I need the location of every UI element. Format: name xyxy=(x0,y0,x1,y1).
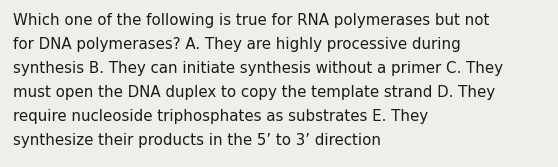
Text: Which one of the following is true for RNA polymerases but not: Which one of the following is true for R… xyxy=(13,13,489,28)
Text: synthesis B. They can initiate synthesis without a primer C. They: synthesis B. They can initiate synthesis… xyxy=(13,61,503,76)
Text: synthesize their products in the 5’ to 3’ direction: synthesize their products in the 5’ to 3… xyxy=(13,133,381,148)
Text: require nucleoside triphosphates as substrates E. They: require nucleoside triphosphates as subs… xyxy=(13,109,428,124)
Text: for DNA polymerases? A. They are highly processive during: for DNA polymerases? A. They are highly … xyxy=(13,37,461,52)
Text: must open the DNA duplex to copy the template strand D. They: must open the DNA duplex to copy the tem… xyxy=(13,85,495,100)
